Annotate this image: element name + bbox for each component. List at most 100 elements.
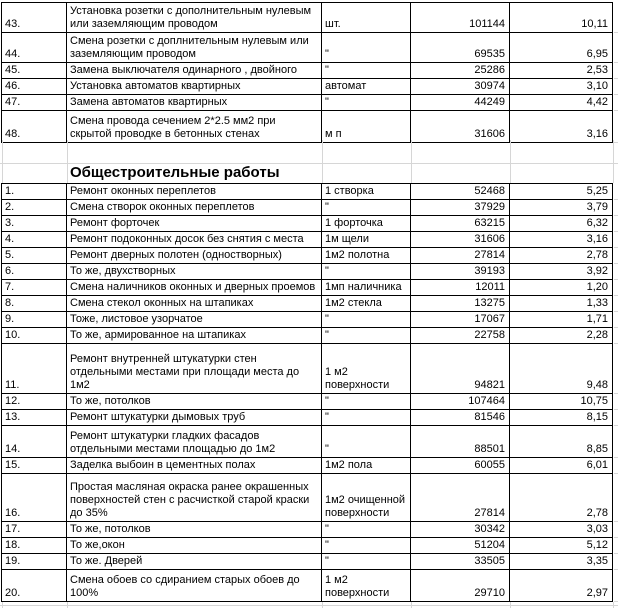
row-number-cell[interactable]: 9. (1, 311, 67, 328)
description-cell[interactable]: Смена провода сечением 2*2.5 мм2 при скр… (66, 110, 322, 143)
row-number-cell[interactable]: 6. (1, 263, 67, 280)
rate-cell[interactable]: 8,85 (509, 425, 613, 458)
rate-cell[interactable]: 2,97 (509, 569, 613, 602)
row-number-cell[interactable]: 18. (1, 537, 67, 554)
value-cell[interactable]: 101144 (410, 2, 510, 33)
value-cell[interactable]: 37929 (410, 199, 510, 216)
value-cell[interactable]: 22758 (410, 327, 510, 344)
unit-cell[interactable]: 1м2 стекла (321, 295, 411, 312)
unit-cell[interactable]: " (321, 263, 411, 280)
value-cell[interactable]: 27814 (410, 473, 510, 522)
row-number-cell[interactable]: 16. (1, 473, 67, 522)
unit-cell[interactable]: 1м щели (321, 231, 411, 248)
description-cell[interactable]: Ремонт внутренней штукатурки стен отдель… (66, 343, 322, 394)
value-cell[interactable]: 60055 (410, 457, 510, 474)
description-cell[interactable]: Ремонт оконных переплетов (66, 183, 322, 200)
rate-cell[interactable]: 3,16 (509, 231, 613, 248)
value-cell[interactable]: 31606 (410, 110, 510, 143)
row-number-cell[interactable]: 13. (1, 409, 67, 426)
value-cell[interactable]: 30974 (410, 78, 510, 95)
rate-cell[interactable]: 9,48 (509, 343, 613, 394)
description-cell[interactable]: Установка розетки с дополнительным нулев… (66, 2, 322, 33)
value-cell[interactable]: 69535 (410, 32, 510, 63)
description-cell[interactable]: То же. Дверей (66, 553, 322, 570)
unit-cell[interactable]: " (321, 32, 411, 63)
rate-cell[interactable]: 3,79 (509, 199, 613, 216)
value-cell[interactable]: 30342 (410, 521, 510, 538)
rate-cell[interactable]: 2,78 (509, 247, 613, 264)
rate-cell[interactable]: 6,95 (509, 32, 613, 63)
unit-cell[interactable]: " (321, 409, 411, 426)
unit-cell[interactable]: шт. (321, 2, 411, 33)
value-cell[interactable]: 17067 (410, 311, 510, 328)
value-cell[interactable]: 63215 (410, 215, 510, 232)
unit-cell[interactable]: автомат (321, 78, 411, 95)
value-cell[interactable]: 107464 (410, 393, 510, 410)
description-cell[interactable]: Установка автоматов квартирных (66, 78, 322, 95)
value-cell[interactable]: 39193 (410, 263, 510, 280)
value-cell[interactable]: 29710 (410, 569, 510, 602)
value-cell[interactable]: 13275 (410, 295, 510, 312)
value-cell[interactable]: 81546 (410, 409, 510, 426)
row-number-cell[interactable]: 47. (1, 94, 67, 111)
row-number-cell[interactable]: 14. (1, 425, 67, 458)
unit-cell[interactable]: 1мп наличника (321, 279, 411, 296)
value-cell[interactable]: 44249 (410, 94, 510, 111)
description-cell[interactable]: Тоже, листовое узорчатое (66, 311, 322, 328)
rate-cell[interactable]: 8,15 (509, 409, 613, 426)
description-cell[interactable]: То же, потолков (66, 521, 322, 538)
value-cell[interactable]: 12011 (410, 279, 510, 296)
unit-cell[interactable]: " (321, 62, 411, 79)
unit-cell[interactable]: " (321, 393, 411, 410)
rate-cell[interactable]: 1,33 (509, 295, 613, 312)
description-cell[interactable]: Ремонт штукатурки гладких фасадов отдель… (66, 425, 322, 458)
rate-cell[interactable]: 6,32 (509, 215, 613, 232)
value-cell[interactable]: 25286 (410, 62, 510, 79)
row-number-cell[interactable]: 45. (1, 62, 67, 79)
unit-cell[interactable]: м п (321, 110, 411, 143)
unit-cell[interactable]: " (321, 537, 411, 554)
rate-cell[interactable]: 10,75 (509, 393, 613, 410)
description-cell[interactable]: Замена выключателя одинарного , двойного (66, 62, 322, 79)
rate-cell[interactable]: 3,16 (509, 110, 613, 143)
rate-cell[interactable]: 3,35 (509, 553, 613, 570)
row-number-cell[interactable]: 5. (1, 247, 67, 264)
description-cell[interactable]: То же, армированное на штапиках (66, 327, 322, 344)
rate-cell[interactable]: 4,42 (509, 94, 613, 111)
row-number-cell[interactable]: 15. (1, 457, 67, 474)
value-cell[interactable]: 51204 (410, 537, 510, 554)
rate-cell[interactable]: 2,78 (509, 473, 613, 522)
description-cell[interactable]: Смена стекол оконных на штапиках (66, 295, 322, 312)
unit-cell[interactable]: " (321, 311, 411, 328)
rate-cell[interactable]: 3,10 (509, 78, 613, 95)
unit-cell[interactable]: 1 м2 поверхности (321, 569, 411, 602)
row-number-cell[interactable]: 19. (1, 553, 67, 570)
row-number-cell[interactable]: 20. (1, 569, 67, 602)
row-number-cell[interactable]: 11. (1, 343, 67, 394)
rate-cell[interactable]: 6,01 (509, 457, 613, 474)
unit-cell[interactable]: 1 м2 поверхности (321, 343, 411, 394)
description-cell[interactable]: Ремонт дверных полотен (одностворных) (66, 247, 322, 264)
row-number-cell[interactable]: 7. (1, 279, 67, 296)
unit-cell[interactable]: 1 створка (321, 183, 411, 200)
row-number-cell[interactable]: 1. (1, 183, 67, 200)
value-cell[interactable]: 33505 (410, 553, 510, 570)
row-number-cell[interactable]: 3. (1, 215, 67, 232)
row-number-cell[interactable]: 2. (1, 199, 67, 216)
unit-cell[interactable]: 1м2 пола (321, 457, 411, 474)
value-cell[interactable]: 94821 (410, 343, 510, 394)
rate-cell[interactable]: 5,12 (509, 537, 613, 554)
description-cell[interactable]: То же, двухстворных (66, 263, 322, 280)
row-number-cell[interactable]: 43. (1, 2, 67, 33)
description-cell[interactable]: То же, потолков (66, 393, 322, 410)
unit-cell[interactable]: " (321, 327, 411, 344)
rate-cell[interactable]: 3,03 (509, 521, 613, 538)
row-number-cell[interactable]: 4. (1, 231, 67, 248)
row-number-cell[interactable]: 17. (1, 521, 67, 538)
unit-cell[interactable]: 1м2 очищенной поверхности (321, 473, 411, 522)
row-number-cell[interactable]: 46. (1, 78, 67, 95)
value-cell[interactable]: 31606 (410, 231, 510, 248)
unit-cell[interactable]: " (321, 425, 411, 458)
unit-cell[interactable]: 1м2 полотна (321, 247, 411, 264)
unit-cell[interactable]: " (321, 94, 411, 111)
